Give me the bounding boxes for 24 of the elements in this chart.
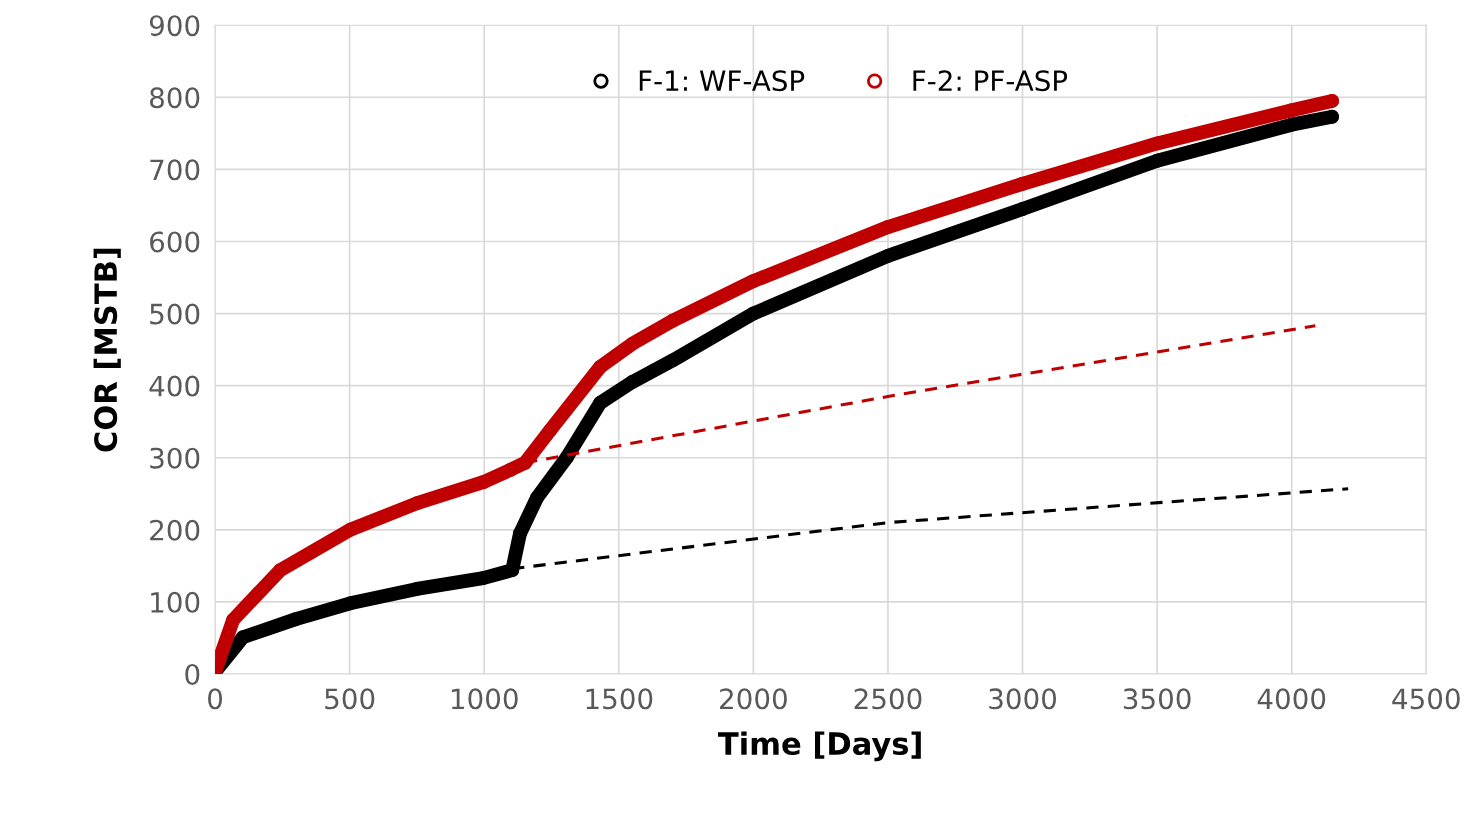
x-tick-label: 500 — [325, 688, 375, 710]
y-tick-label: 0 — [185, 663, 200, 685]
x-tick-label: 0 — [208, 688, 223, 710]
x-tick-label: 2000 — [720, 688, 787, 710]
legend-label: F-2: PF-ASP — [913, 70, 1068, 92]
y-tick-label: 700 — [150, 159, 200, 181]
y-tick-label: 400 — [149, 375, 200, 397]
x-tick-label: 2500 — [854, 688, 922, 710]
y-tick-label: 900 — [149, 15, 200, 37]
x-tick-label: 4000 — [1257, 688, 1326, 710]
y-tick-label: 600 — [150, 231, 200, 253]
x-tick-label: 3500 — [1123, 688, 1191, 710]
y-tick-label: 200 — [150, 519, 200, 541]
y-tick-label: 500 — [150, 303, 200, 325]
y-tick-label: 100 — [151, 591, 200, 613]
x-tick-label: 3000 — [989, 688, 1057, 710]
y-axis-title: COR [MSTB] — [93, 248, 121, 452]
y-tick-label: 300 — [150, 447, 200, 469]
legend-label: F-1: WF-ASP — [639, 70, 805, 92]
y-tick-label: 800 — [150, 87, 200, 109]
x-tick-label: 1500 — [586, 688, 653, 710]
x-axis-title: Time [Days] — [718, 731, 921, 762]
x-tick-label: 4500 — [1392, 688, 1460, 710]
x-tick-label: 1000 — [451, 688, 518, 710]
